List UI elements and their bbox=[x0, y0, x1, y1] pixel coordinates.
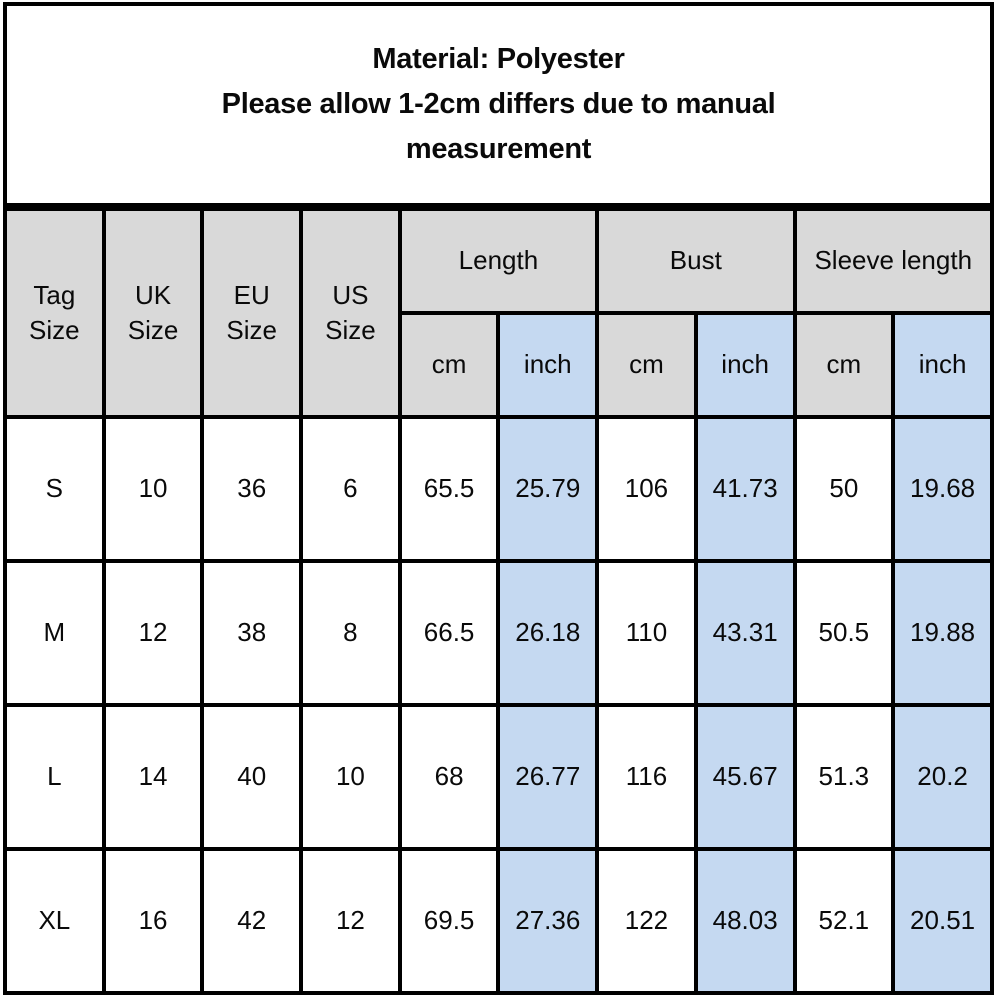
unit-header-length-inch: inch bbox=[496, 311, 600, 419]
cell-sleeve-inch: 20.2 bbox=[891, 703, 994, 851]
cell-sleeve-cm: 50 bbox=[792, 415, 896, 563]
cell-length-inch: 26.77 bbox=[496, 703, 600, 851]
table-header-unit-row: cm inch cm inch cm inch bbox=[5, 311, 994, 419]
cell-length-cm: 68 bbox=[397, 703, 501, 851]
cell-bust-cm: 106 bbox=[595, 415, 698, 563]
unit-header-bust-inch: inch bbox=[693, 311, 797, 419]
cell-uk-size: 14 bbox=[101, 703, 205, 851]
cell-uk-size: 16 bbox=[101, 847, 205, 995]
cell-us-size: 8 bbox=[299, 559, 402, 707]
measurement-note-text: Please allow 1-2cm differs due to manual… bbox=[221, 88, 776, 165]
cell-eu-size: 36 bbox=[200, 415, 304, 563]
cell-sleeve-inch: 19.88 bbox=[891, 559, 994, 707]
cell-eu-size: 38 bbox=[200, 559, 304, 707]
cell-length-cm: 69.5 bbox=[397, 847, 501, 995]
table-row-size-l: L 14 40 10 68 26.77 116 45.67 51.3 20.2 bbox=[3, 703, 994, 851]
cell-bust-cm: 116 bbox=[595, 703, 698, 851]
cell-uk-size: 10 bbox=[101, 415, 205, 563]
column-header-us-size: US Size bbox=[299, 207, 402, 419]
column-group-sleeve-length: Sleeve length bbox=[792, 207, 994, 315]
column-header-tag-size: Tag Size bbox=[3, 207, 106, 419]
cell-tag-size: S bbox=[3, 415, 106, 563]
cell-length-inch: 25.79 bbox=[496, 415, 600, 563]
cell-eu-size: 42 bbox=[200, 847, 304, 995]
cell-bust-inch: 43.31 bbox=[693, 559, 797, 707]
cell-sleeve-cm: 51.3 bbox=[792, 703, 896, 851]
cell-us-size: 6 bbox=[299, 415, 402, 563]
cell-sleeve-inch: 20.51 bbox=[891, 847, 994, 995]
column-group-bust: Bust bbox=[595, 207, 797, 315]
cell-tag-size: L bbox=[3, 703, 106, 851]
unit-header-sleeve-inch: inch bbox=[891, 311, 994, 419]
cell-bust-inch: 41.73 bbox=[693, 415, 797, 563]
cell-us-size: 12 bbox=[299, 847, 402, 995]
material-text: Material: Polyester bbox=[372, 43, 625, 75]
cell-length-cm: 65.5 bbox=[397, 415, 501, 563]
unit-header-sleeve-cm: cm bbox=[792, 311, 896, 419]
cell-bust-inch: 45.67 bbox=[693, 703, 797, 851]
column-header-eu-size: EU Size bbox=[200, 207, 304, 419]
cell-bust-inch: 48.03 bbox=[693, 847, 797, 995]
cell-sleeve-cm: 52.1 bbox=[792, 847, 896, 995]
cell-bust-cm: 122 bbox=[595, 847, 698, 995]
table-row-size-m: M 12 38 8 66.5 26.18 110 43.31 50.5 19.8… bbox=[3, 559, 994, 707]
cell-sleeve-inch: 19.68 bbox=[891, 415, 994, 563]
cell-bust-cm: 110 bbox=[595, 559, 698, 707]
material-note-box: Material: Polyester Please allow 1-2cm d… bbox=[3, 2, 994, 207]
cell-length-inch: 26.18 bbox=[496, 559, 600, 707]
cell-eu-size: 40 bbox=[200, 703, 304, 851]
table-row-size-xl: XL 16 42 12 69.5 27.36 122 48.03 52.1 20… bbox=[3, 847, 994, 995]
cell-uk-size: 12 bbox=[101, 559, 205, 707]
cell-us-size: 10 bbox=[299, 703, 402, 851]
column-header-uk-size: UK Size bbox=[101, 207, 205, 419]
size-chart-table: Tag Size UK Size EU Size US Size Length … bbox=[3, 207, 994, 995]
unit-header-bust-cm: cm bbox=[595, 311, 698, 419]
cell-sleeve-cm: 50.5 bbox=[792, 559, 896, 707]
cell-length-inch: 27.36 bbox=[496, 847, 600, 995]
cell-tag-size: M bbox=[3, 559, 106, 707]
cell-length-cm: 66.5 bbox=[397, 559, 501, 707]
table-header-group-row: Tag Size UK Size EU Size US Size Length … bbox=[3, 207, 994, 419]
cell-tag-size: XL bbox=[3, 847, 106, 995]
unit-header-length-cm: cm bbox=[397, 311, 501, 419]
column-group-length: Length bbox=[397, 207, 600, 315]
table-row-size-s: S 10 36 6 65.5 25.79 106 41.73 50 19.68 bbox=[3, 415, 994, 563]
